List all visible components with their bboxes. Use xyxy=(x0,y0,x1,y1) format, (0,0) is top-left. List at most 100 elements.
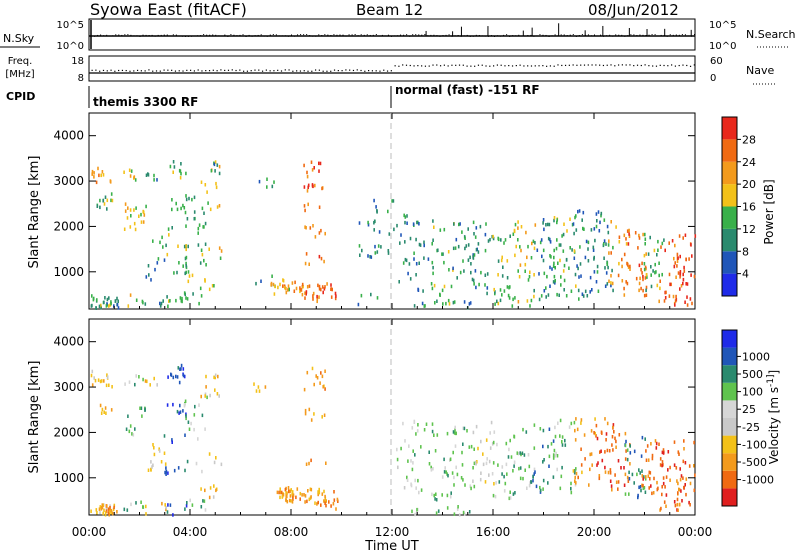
echo-cell xyxy=(484,248,487,253)
echo-cell xyxy=(106,302,108,306)
echo-cell xyxy=(452,268,454,272)
echo-cell xyxy=(638,468,640,472)
echo-cell xyxy=(291,490,294,494)
echo-cell xyxy=(641,474,644,478)
echo-cell xyxy=(621,279,624,283)
echo-cell xyxy=(470,486,472,491)
echo-cell xyxy=(333,498,336,502)
echo-cell xyxy=(161,235,163,240)
nsearch-point xyxy=(548,35,550,37)
nave-point xyxy=(625,64,627,66)
echo-cell xyxy=(167,375,169,379)
nave-point xyxy=(337,69,339,72)
echo-cell xyxy=(175,201,177,206)
nave-point xyxy=(481,64,483,66)
nave-point xyxy=(371,70,373,72)
nsearch-point xyxy=(318,34,320,36)
echo-cell xyxy=(517,451,520,456)
echo-cell xyxy=(558,293,560,297)
nave-point xyxy=(546,65,548,67)
echo-cell xyxy=(304,494,307,498)
echo-cell xyxy=(202,499,204,503)
echo-cell xyxy=(164,470,166,475)
echo-cell xyxy=(676,502,679,507)
echo-cell xyxy=(150,460,152,464)
echo-cell xyxy=(106,373,108,377)
nave-point xyxy=(409,64,411,67)
echo-cell xyxy=(606,261,609,265)
echo-cell xyxy=(496,442,498,447)
echo-cell xyxy=(543,271,546,276)
echo-cell xyxy=(552,456,555,460)
echo-cell xyxy=(101,170,104,174)
echo-cell xyxy=(324,231,326,236)
echo-cell xyxy=(416,429,419,433)
echo-cell xyxy=(321,285,324,289)
echo-cell xyxy=(130,214,132,218)
echo-cell xyxy=(162,299,164,303)
echo-cell xyxy=(693,274,696,279)
echo-cell xyxy=(579,245,581,249)
echo-cell xyxy=(638,263,641,268)
echo-cell xyxy=(408,444,410,448)
echo-cell xyxy=(456,276,458,280)
echo-cell xyxy=(391,199,393,203)
echo-cell xyxy=(288,498,291,503)
echo-cell xyxy=(185,197,188,202)
echo-cell xyxy=(214,169,216,173)
echo-cell xyxy=(98,304,101,309)
echo-cell xyxy=(444,466,446,470)
echo-cell xyxy=(330,287,333,291)
nave-point xyxy=(311,70,313,72)
echo-cell xyxy=(525,230,527,235)
echo-cell xyxy=(473,447,475,451)
echo-cell xyxy=(496,299,498,304)
echo-cell xyxy=(316,299,318,304)
echo-cell xyxy=(579,262,582,266)
echo-cell xyxy=(186,459,189,464)
echo-cell xyxy=(197,437,199,441)
time-tick-label: 12:00 xyxy=(375,525,410,539)
echo-cell xyxy=(600,211,603,216)
echo-cell xyxy=(201,413,204,418)
echo-cell xyxy=(484,232,487,237)
echo-cell xyxy=(205,374,207,379)
echo-cell xyxy=(412,461,414,465)
echo-cell xyxy=(299,289,301,294)
echo-cell xyxy=(530,480,533,484)
echo-cell xyxy=(673,264,676,269)
velocity-y-axis-label: Slant Range [km] xyxy=(27,361,42,474)
echo-cell xyxy=(604,417,606,421)
echo-cell xyxy=(318,169,320,173)
echo-cell xyxy=(314,501,316,505)
time-axis: 00:00 04:00 08:00 12:00 16:00 20:00 00:00 xyxy=(72,113,712,539)
nave-point xyxy=(458,64,461,66)
nave-point xyxy=(538,65,540,67)
echo-cell xyxy=(682,277,685,282)
echo-cell xyxy=(548,427,551,431)
nave-point xyxy=(424,65,427,67)
echo-cell xyxy=(135,206,137,210)
echo-cell xyxy=(187,279,190,284)
echo-cell xyxy=(108,383,110,387)
echo-cell xyxy=(643,475,645,479)
nave-point xyxy=(261,70,264,72)
echo-cell xyxy=(623,233,626,238)
velocity-colorbar-segment xyxy=(722,365,737,383)
echo-cell xyxy=(529,270,531,274)
nsearch-point xyxy=(312,35,314,37)
echo-cell xyxy=(463,300,466,304)
echo-cell xyxy=(106,198,109,203)
echo-cell xyxy=(507,455,510,459)
nsearch-point xyxy=(345,35,347,37)
echo-cell xyxy=(464,236,466,240)
echo-cell xyxy=(457,244,460,249)
echo-cell xyxy=(285,290,288,295)
nsearch-point xyxy=(163,34,165,36)
echo-cell xyxy=(183,244,186,249)
echo-cell xyxy=(127,206,129,210)
nsearch-point xyxy=(603,35,605,37)
nsearch-point xyxy=(584,34,586,36)
echo-cell xyxy=(467,243,470,247)
echo-cell xyxy=(420,488,423,492)
